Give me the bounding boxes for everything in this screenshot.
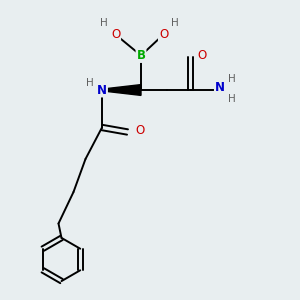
Text: H: H (228, 94, 236, 104)
Text: H: H (228, 74, 236, 84)
Text: N: N (215, 81, 225, 94)
Text: B: B (136, 49, 146, 62)
Text: H: H (171, 18, 179, 28)
Text: O: O (197, 49, 206, 62)
Text: O: O (135, 124, 144, 137)
Text: O: O (111, 28, 120, 41)
Text: H: H (85, 78, 93, 88)
Text: H: H (100, 18, 108, 28)
Text: O: O (159, 28, 168, 41)
Text: N: N (97, 83, 107, 97)
Polygon shape (102, 85, 141, 95)
